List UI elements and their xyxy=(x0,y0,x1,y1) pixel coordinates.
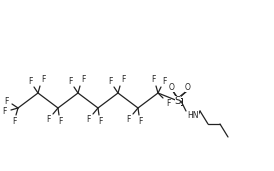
Text: F: F xyxy=(4,96,8,106)
Text: F: F xyxy=(12,117,16,127)
Text: S: S xyxy=(175,96,181,106)
Text: F: F xyxy=(81,76,85,84)
Text: F: F xyxy=(138,117,142,127)
Text: F: F xyxy=(86,115,90,123)
Text: F: F xyxy=(68,76,72,86)
Bar xyxy=(175,98,182,105)
Text: F: F xyxy=(58,117,62,127)
Text: F: F xyxy=(46,115,50,123)
Text: HN: HN xyxy=(187,111,199,121)
Text: F: F xyxy=(28,76,32,86)
Text: F: F xyxy=(121,76,125,84)
Text: O: O xyxy=(169,82,175,91)
Text: F: F xyxy=(41,76,45,84)
Text: O: O xyxy=(185,82,191,91)
Text: F: F xyxy=(108,76,112,86)
Text: F: F xyxy=(98,117,102,127)
Text: F: F xyxy=(126,115,130,123)
Text: F: F xyxy=(166,98,170,108)
Text: F: F xyxy=(2,108,6,116)
Text: F: F xyxy=(151,76,155,84)
Text: F: F xyxy=(162,76,166,86)
